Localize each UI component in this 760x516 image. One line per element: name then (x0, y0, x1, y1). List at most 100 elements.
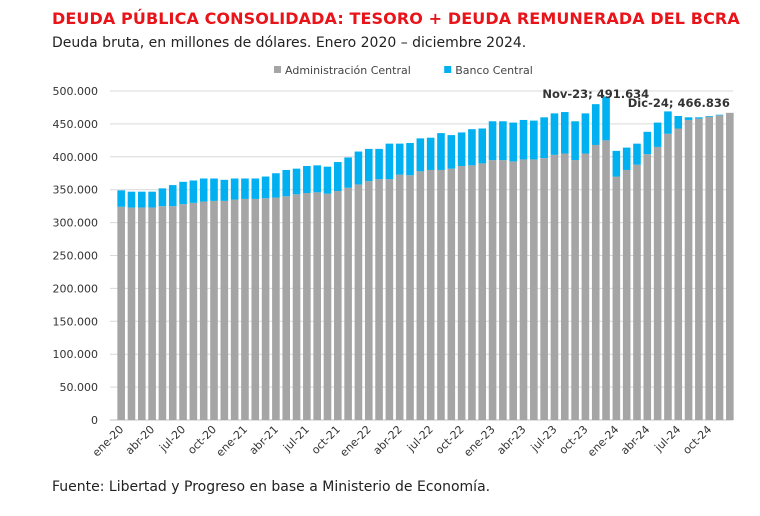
bar-administracion-central (272, 197, 280, 420)
bar-administracion-central (354, 184, 363, 420)
bar-banco-central (540, 117, 548, 159)
bar-banco-central (684, 117, 693, 120)
y-tick-label: 500.000 (53, 85, 99, 98)
x-tick-label: jul-24 (652, 423, 684, 455)
bar-administracion-central (468, 165, 476, 420)
bar-banco-central (303, 166, 311, 193)
y-tick-label: 0 (91, 414, 98, 427)
bar-banco-central (715, 114, 724, 116)
bar-banco-central (674, 116, 683, 129)
bar-banco-central (560, 112, 569, 154)
bar-administracion-central (664, 133, 672, 420)
bar-administracion-central (695, 118, 703, 421)
x-tick-label: abr-20 (123, 423, 157, 457)
bar-banco-central (509, 122, 517, 162)
bar-administracion-central (127, 207, 136, 420)
bar-administracion-central (406, 175, 414, 420)
bar-administracion-central (395, 174, 404, 420)
bar-administracion-central (674, 128, 683, 421)
legend-swatch-administracion (274, 66, 281, 73)
x-tick-label: abr-21 (247, 423, 281, 457)
bar-administracion-central (292, 194, 301, 420)
bar-banco-central (437, 133, 445, 170)
x-tick-label: ene-21 (214, 423, 250, 459)
chart-title: DEUDA PÚBLICA CONSOLIDADA: TESORO + DEUD… (52, 9, 740, 28)
y-tick-label: 400.000 (53, 151, 99, 164)
bar-banco-central (127, 191, 136, 208)
bar-administracion-central (488, 160, 497, 420)
x-tick-label: abr-22 (371, 423, 405, 457)
bar-banco-central (478, 128, 487, 164)
x-tick-label: jul-20 (156, 423, 188, 455)
bar-administracion-central (622, 169, 631, 420)
y-tick-label: 450.000 (53, 118, 99, 131)
bar-administracion-central (313, 192, 321, 420)
x-tick-label: ene-24 (585, 423, 621, 459)
bar-administracion-central (241, 198, 249, 420)
bar-administracion-central (499, 160, 507, 420)
bar-banco-central (499, 121, 507, 161)
bar-administracion-central (571, 160, 579, 420)
y-tick-label: 250.000 (53, 250, 99, 263)
bar-administracion-central (447, 168, 456, 420)
bar-banco-central (530, 120, 538, 160)
data-annotation: Nov-23; 491.634 (542, 87, 649, 101)
bar-administracion-central (519, 159, 528, 420)
bar-banco-central (395, 143, 404, 175)
bar-administracion-central (705, 116, 714, 421)
bar-banco-central (426, 137, 435, 170)
bar-banco-central (282, 169, 291, 197)
bar-administracion-central (560, 153, 569, 420)
bar-banco-central (323, 166, 332, 194)
bar-banco-central (334, 162, 342, 192)
bar-administracion-central (385, 179, 394, 420)
x-tick-label: ene-23 (461, 423, 497, 459)
bar-banco-central (230, 178, 239, 200)
bar-banco-central (385, 143, 394, 180)
bar-banco-central (251, 178, 260, 199)
chart-subtitle: Deuda bruta, en millones de dólares. Ene… (52, 35, 527, 51)
bar-administracion-central (158, 206, 167, 420)
x-tick-label: abr-24 (618, 423, 652, 457)
x-tick-label: ene-20 (90, 423, 126, 459)
legend-label: Administración Central (285, 64, 411, 77)
x-tick-label: jul-23 (528, 423, 560, 455)
legend-label: Banco Central (455, 64, 533, 77)
bar-banco-central (705, 116, 714, 117)
bar-administracion-central (179, 204, 187, 420)
bar-administracion-central (684, 119, 693, 421)
bar-administracion-central (148, 207, 156, 420)
bar-administracion-central (581, 153, 590, 420)
bar-administracion-central (715, 115, 724, 420)
bar-administracion-central (643, 154, 652, 420)
bar-administracion-central (334, 191, 342, 420)
bar-banco-central (519, 119, 528, 160)
bar-administracion-central (210, 200, 218, 420)
bar-banco-central (457, 132, 466, 167)
bar-banco-central (416, 138, 425, 172)
bar-administracion-central (612, 176, 621, 420)
x-tick-label: ene-22 (337, 423, 373, 459)
y-tick-label: 200.000 (53, 282, 99, 295)
x-tick-label: jul-22 (404, 423, 436, 455)
bar-banco-central (117, 190, 125, 207)
bar-administracion-central (726, 112, 734, 421)
bar-administracion-central (220, 200, 229, 420)
bar-administracion-central (199, 201, 208, 420)
bar-banco-central (313, 165, 321, 193)
bar-banco-central (220, 179, 229, 201)
bar-banco-central (468, 129, 476, 166)
bar-banco-central (550, 113, 559, 155)
bar-banco-central (158, 188, 167, 207)
bar-administracion-central (230, 199, 239, 420)
bar-administracion-central (261, 198, 270, 420)
y-tick-label: 100.000 (53, 348, 99, 361)
bar-banco-central (179, 181, 187, 205)
bar-administracion-central (344, 187, 352, 420)
bar-banco-central (261, 176, 270, 199)
bar-banco-central (612, 150, 621, 177)
bar-banco-central (344, 157, 352, 188)
bar-banco-central (488, 121, 497, 161)
bar-banco-central (189, 180, 198, 203)
